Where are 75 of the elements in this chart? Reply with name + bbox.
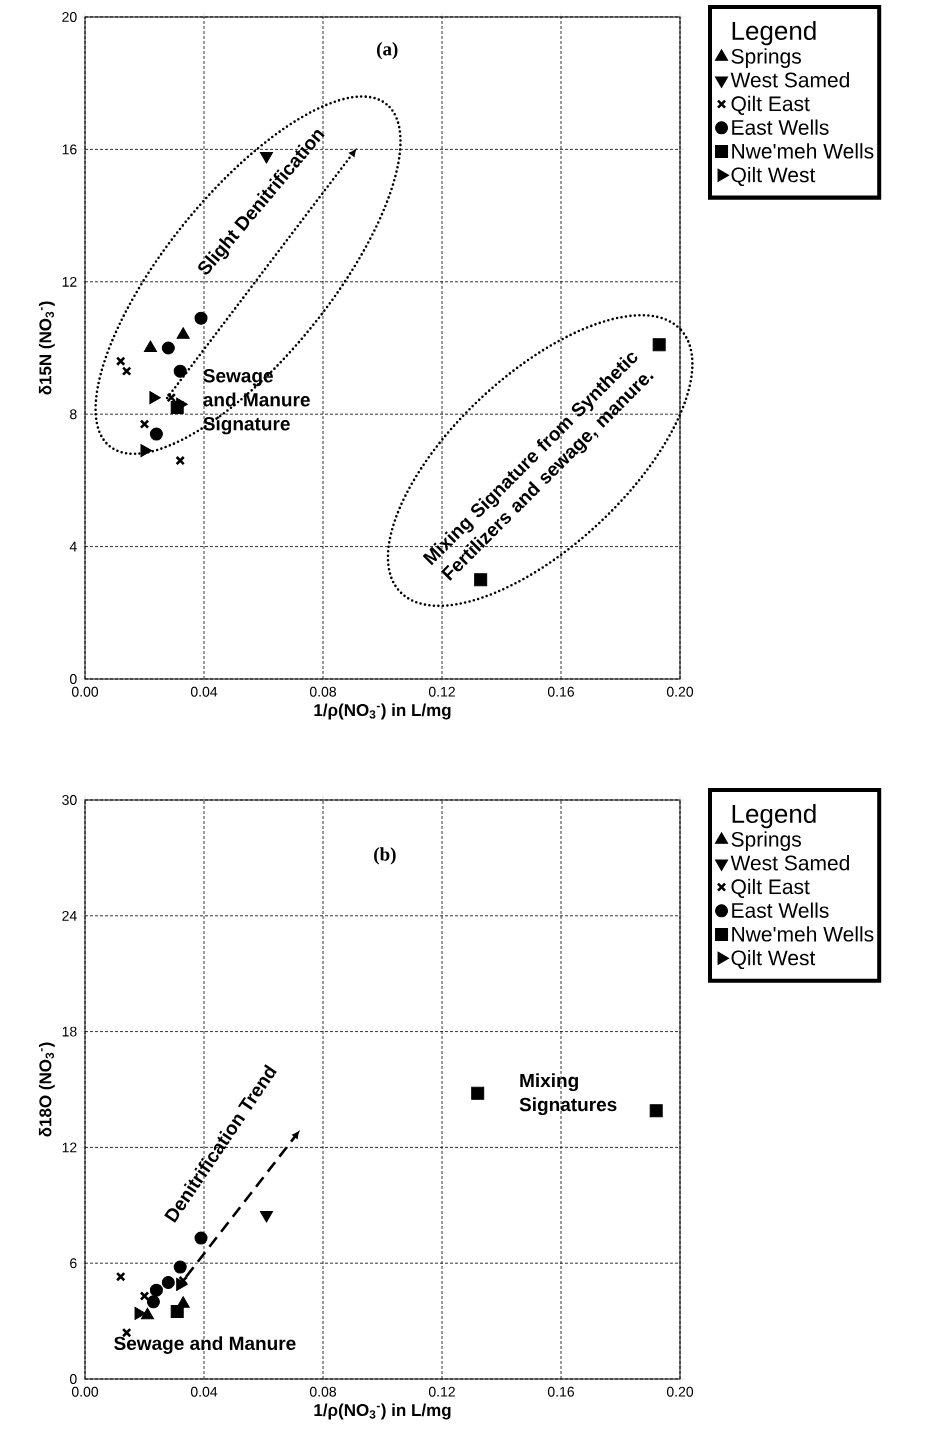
point: [121, 366, 132, 376]
point: [139, 419, 150, 429]
y-tick-label: 30: [62, 795, 77, 805]
point: [173, 1260, 187, 1274]
legend-title: Legend: [732, 20, 816, 46]
point: [170, 1304, 184, 1318]
y-tick-label: 12: [62, 1142, 77, 1153]
x-tick-label: 0.16: [547, 1386, 575, 1397]
y-tick-label: 16: [62, 144, 77, 155]
x-tick-label: 0.12: [428, 686, 455, 697]
y-tick-label: 20: [62, 12, 77, 22]
x-tick-label: 0.00: [71, 1386, 99, 1397]
legend-label: West Samed: [730, 855, 849, 871]
legend-label: Nwe'meh Wells: [732, 143, 874, 159]
x-tick-label: 0.08: [309, 686, 337, 697]
y-axis-title: δ15N (NO$_{3}$$^{-}$): [38, 301, 55, 395]
legend-label: West Samed: [730, 72, 849, 88]
point: [149, 391, 161, 405]
annotation: Sewage and Manure: [114, 1336, 296, 1354]
point: [140, 444, 152, 458]
legend-label: Qilt East: [731, 95, 810, 115]
point: [176, 327, 190, 339]
legend-label: Qilt East: [731, 878, 810, 898]
annotation: Mixing Signatures: [519, 1073, 617, 1116]
point: [115, 1271, 126, 1282]
legend-label: East Wells: [732, 119, 829, 135]
legend-title: Legend: [732, 804, 816, 829]
point: [194, 1231, 208, 1245]
point: [166, 392, 177, 403]
x-tick-label: 0.04: [190, 686, 218, 697]
y-tick-label: 8: [70, 409, 77, 420]
legend-label: East Wells: [732, 902, 829, 918]
y-tick-label: 0: [69, 674, 77, 684]
x-axis-title: 1/ρ(NO$_{3}$$^{-}$) in L/mg: [314, 1403, 451, 1420]
y-tick-label: 0: [69, 1374, 77, 1384]
point: [173, 364, 187, 378]
point: [115, 356, 126, 367]
point: [259, 1210, 274, 1223]
point: [471, 1086, 485, 1100]
x-tick-label: 0.00: [71, 686, 99, 697]
point: [149, 1283, 163, 1297]
x-tick-label: 0.20: [666, 686, 694, 697]
point: [194, 311, 208, 325]
point: [161, 1276, 175, 1289]
y-tick-label: 6: [70, 1258, 77, 1269]
point: [175, 455, 186, 466]
point: [143, 340, 158, 352]
annotation: Sewage and Manure Signature: [203, 369, 310, 435]
text: (a): [377, 42, 398, 60]
x-tick-label: 0.12: [428, 1386, 455, 1397]
point: [176, 1277, 188, 1291]
text: (b): [374, 847, 396, 865]
point: [146, 1295, 160, 1309]
x-tick-label: 0.16: [547, 686, 575, 697]
legend-label: Springs: [731, 831, 801, 851]
x-tick-label: 0.08: [309, 1386, 337, 1397]
point: [161, 341, 175, 355]
legend-label: Qilt West: [731, 949, 816, 970]
x-tick-label: 0.20: [666, 1386, 694, 1397]
legend-label: Qilt West: [731, 166, 816, 187]
legend-label: Nwe'meh Wells: [732, 926, 874, 942]
y-tick-label: 24: [62, 910, 77, 921]
y-tick-label: 18: [62, 1026, 77, 1037]
y-axis-title: δ18O (NO$_{3}$$^{-}$): [38, 1042, 55, 1137]
x-axis-title: 1/ρ(NO$_{3}$$^{-}$) in L/mg: [314, 703, 451, 720]
x-tick-label: 0.04: [190, 1386, 218, 1397]
point: [649, 1104, 663, 1118]
y-tick-label: 4: [69, 541, 77, 552]
point: [149, 427, 163, 441]
y-tick-label: 12: [62, 276, 77, 287]
point: [134, 1306, 147, 1320]
point: [652, 338, 666, 352]
legend-label: Springs: [731, 48, 801, 68]
point: [140, 1307, 155, 1320]
point: [139, 1291, 150, 1301]
